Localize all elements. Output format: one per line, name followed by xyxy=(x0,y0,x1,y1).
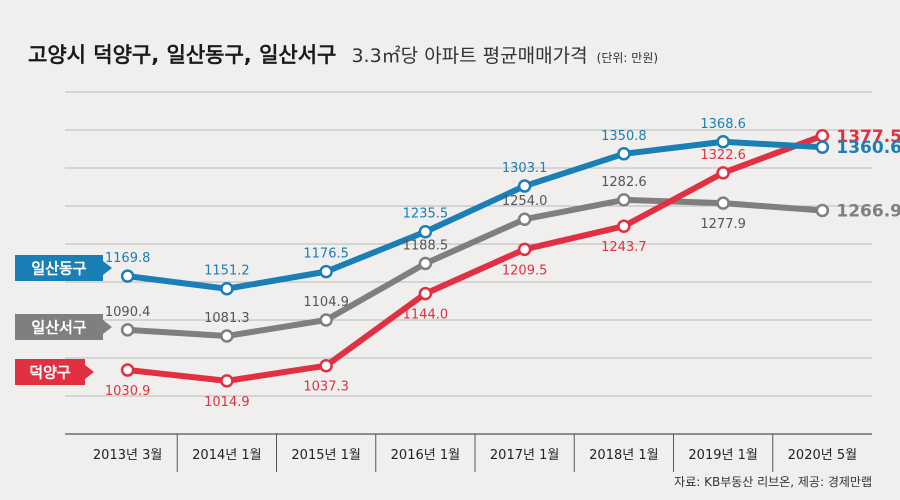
data-label: 1176.5 xyxy=(303,247,349,262)
data-point xyxy=(815,203,830,218)
data-point xyxy=(815,129,830,143)
data-label: 1368.6 xyxy=(700,117,746,132)
x-tick-label: 2020년 5월 xyxy=(788,448,857,463)
data-label: 1277.9 xyxy=(700,217,746,232)
data-label: 1151.2 xyxy=(204,264,250,279)
chart-title-unit: (단위: 만원) xyxy=(597,51,658,65)
end-value-label: 1266.9 xyxy=(836,202,900,222)
data-label: 1030.9 xyxy=(105,384,151,399)
data-point xyxy=(617,219,631,233)
series-일산동구 xyxy=(120,135,830,296)
legend-badge-bg xyxy=(15,359,85,385)
x-axis: 2013년 3월 2014년 1월 2015년 1월 2016년 1월 2017년 1월… xyxy=(65,433,872,472)
data-point xyxy=(617,147,631,161)
legend-badge-label: 일산서구 xyxy=(31,319,86,337)
chart-title-main: 고양시 덕양구, 일산동구, 일산서구 xyxy=(28,43,336,67)
data-point xyxy=(716,196,730,210)
series-line xyxy=(124,138,826,292)
data-label: 1169.8 xyxy=(105,251,151,266)
x-tick-label: 2018년 1월 xyxy=(589,448,658,463)
legend-badge-arrow xyxy=(103,320,112,334)
x-tick-label: 2017년 1월 xyxy=(490,448,559,463)
x-tick-label: 2019년 1월 xyxy=(688,448,757,463)
series-덕양구 xyxy=(120,129,830,388)
end-value-label: 1360.6 xyxy=(836,138,900,158)
data-point xyxy=(220,281,234,296)
data-point xyxy=(517,212,532,226)
x-tick-label: 2016년 1월 xyxy=(391,448,460,463)
data-label: 1144.0 xyxy=(403,308,449,323)
series-line xyxy=(124,132,826,384)
data-point xyxy=(617,193,631,207)
data-label: 1081.3 xyxy=(204,311,250,326)
data-point xyxy=(120,323,135,337)
data-label: 1090.4 xyxy=(105,305,151,320)
legend-badge-bg xyxy=(15,255,103,281)
data-label: 1037.3 xyxy=(303,380,349,395)
data-label: 1322.6 xyxy=(700,148,746,163)
data-label: 1209.5 xyxy=(502,263,548,278)
chart-title: 고양시 덕양구, 일산동구, 일산서구 3.3㎡당 아파트 평균매매가격 (단위… xyxy=(28,43,658,67)
data-point xyxy=(517,179,532,193)
series-일산서구 xyxy=(120,193,830,343)
data-label: 1350.8 xyxy=(601,129,647,144)
data-point xyxy=(220,329,234,343)
data-point xyxy=(319,358,333,373)
x-tick-label: 2013년 3월 xyxy=(93,448,162,463)
data-label: 1188.5 xyxy=(403,239,449,254)
data-label: 1014.9 xyxy=(204,395,250,410)
data-label: 1235.5 xyxy=(403,207,449,222)
data-label: 1243.7 xyxy=(601,240,647,255)
data-label: 1282.6 xyxy=(601,175,647,190)
legend-badge-일산서구: 일산서구 xyxy=(15,314,112,340)
data-point xyxy=(716,135,730,149)
data-label: 1104.9 xyxy=(303,295,349,310)
data-label: 1254.0 xyxy=(502,194,548,209)
x-tick-label: 2015년 1월 xyxy=(291,448,360,463)
data-point xyxy=(319,264,333,279)
legend-badge-label: 덕양구 xyxy=(29,364,71,382)
data-point xyxy=(120,269,135,283)
x-tick-label: 2014년 1월 xyxy=(192,448,261,463)
legend-badge-일산동구: 일산동구 xyxy=(15,255,112,281)
legend-badge-arrow xyxy=(103,261,112,275)
data-point xyxy=(220,374,234,388)
legend-badge-arrow xyxy=(85,365,94,379)
data-point xyxy=(716,166,730,180)
source-note: 자료: KB부동산 리브온, 제공: 경제만랩 xyxy=(674,475,872,489)
data-point xyxy=(418,286,433,301)
chart-title-rest: 3.3㎡당 아파트 평균매매가격 xyxy=(351,44,587,67)
data-point xyxy=(418,256,433,271)
data-point xyxy=(319,313,333,327)
data-point xyxy=(418,224,433,239)
series-layer xyxy=(120,129,830,388)
data-point xyxy=(517,242,532,257)
legend-badge-label: 일산동구 xyxy=(31,260,86,278)
data-point xyxy=(815,140,830,154)
label-layer: 1090.4 1081.3 1104.9 1188.5 1254.0 1282.6 1277… xyxy=(105,117,900,410)
legend-badge-bg xyxy=(15,314,103,340)
data-label: 1303.1 xyxy=(502,161,548,176)
data-point xyxy=(120,363,135,377)
end-value-label: 1377.5 xyxy=(836,127,900,147)
series-line xyxy=(124,196,826,339)
legend-badge-덕양구: 덕양구 xyxy=(15,359,94,385)
